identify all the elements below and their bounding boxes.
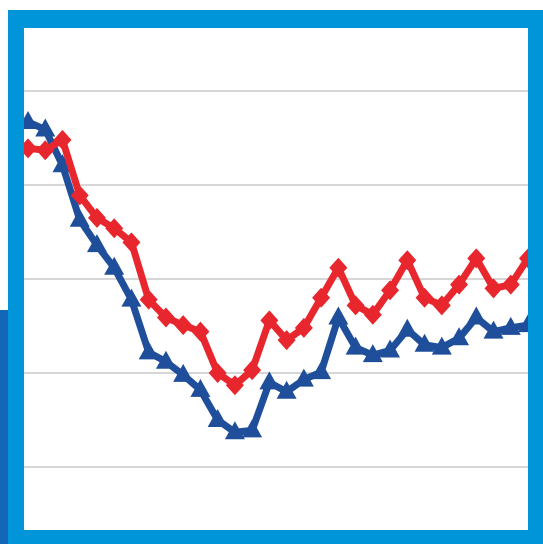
- triangle-marker: [190, 378, 211, 397]
- diamond-marker: [501, 274, 520, 295]
- diamond-marker: [208, 363, 227, 384]
- diamond-marker: [363, 304, 382, 325]
- plot: [24, 90, 528, 468]
- triangle-marker: [86, 234, 107, 253]
- triangle-marker: [35, 118, 56, 137]
- diamond-marker: [191, 321, 210, 342]
- diamond-marker: [156, 307, 175, 328]
- diamond-marker: [415, 287, 434, 308]
- diamond-marker: [225, 375, 244, 396]
- triangle-marker: [431, 336, 452, 355]
- diamond-marker: [346, 295, 365, 316]
- diamond-marker: [294, 317, 313, 338]
- diamond-marker: [24, 138, 37, 159]
- triangle-marker: [52, 154, 73, 173]
- diamond-marker: [519, 248, 528, 269]
- diamond-marker: [122, 232, 141, 253]
- diamond-marker: [243, 360, 262, 381]
- diamond-marker: [450, 274, 469, 295]
- triangle-marker: [293, 368, 314, 387]
- triangle-marker: [518, 314, 528, 333]
- triangle-marker: [138, 341, 159, 360]
- triangle-marker: [500, 316, 521, 335]
- diamond-marker: [70, 185, 89, 206]
- triangle-marker: [155, 350, 176, 369]
- triangle-marker: [173, 363, 194, 382]
- triangle-marker: [414, 333, 435, 352]
- triangle-marker: [259, 371, 280, 390]
- diamond-marker: [484, 278, 503, 299]
- diamond-marker: [139, 289, 158, 310]
- triangle-marker: [466, 306, 487, 325]
- diamond-marker: [277, 330, 296, 351]
- diamond-marker: [174, 315, 193, 336]
- diamond-marker: [53, 129, 72, 150]
- diamond-marker: [87, 207, 106, 228]
- triangle-marker: [242, 419, 263, 438]
- triangle-marker: [276, 380, 297, 399]
- diamond-marker: [105, 218, 124, 239]
- triangle-marker: [69, 208, 90, 227]
- diamond-marker: [398, 250, 417, 271]
- triangle-marker: [24, 111, 38, 130]
- triangle-marker: [311, 361, 332, 380]
- triangle-marker: [380, 339, 401, 358]
- triangle-marker: [207, 409, 228, 428]
- diamond-marker: [329, 257, 348, 278]
- triangle-marker: [397, 318, 418, 337]
- triangle-marker: [104, 256, 125, 275]
- triangle-marker: [483, 320, 504, 339]
- triangle-marker: [449, 327, 470, 346]
- diamond-marker: [467, 248, 486, 269]
- diamond-marker: [260, 310, 279, 331]
- triangle-marker: [121, 288, 142, 307]
- triangle-marker: [328, 306, 349, 325]
- diamond-marker: [312, 287, 331, 308]
- triangle-marker: [362, 344, 383, 363]
- triangle-marker: [345, 336, 366, 355]
- diamond-marker: [36, 140, 55, 161]
- triangle-marker: [224, 421, 245, 440]
- diamond-marker: [432, 295, 451, 316]
- diamond-marker: [381, 280, 400, 301]
